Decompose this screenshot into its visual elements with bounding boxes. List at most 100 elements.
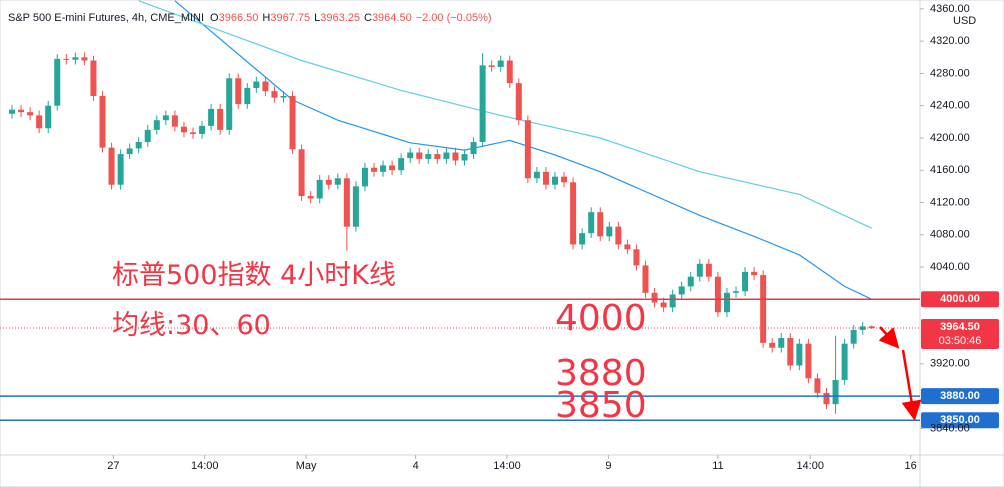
candle-body — [787, 338, 794, 366]
candle-body — [497, 60, 504, 67]
candle-body — [542, 171, 549, 185]
arrow — [901, 349, 922, 421]
candle-body — [235, 78, 242, 105]
candle-body — [307, 196, 314, 199]
candle-body — [443, 152, 450, 159]
candle-body — [570, 182, 577, 245]
price-tag-label: 4000.00 — [940, 293, 980, 305]
y-tick-label: 4240.00 — [930, 100, 970, 112]
candle-body — [796, 343, 803, 366]
candle-body — [705, 263, 712, 277]
y-tick-label: 4200.00 — [930, 132, 970, 144]
candle-body — [425, 154, 432, 159]
candle-body — [506, 60, 513, 84]
candle-body — [99, 96, 106, 148]
moving-average — [138, 0, 873, 229]
price-tag — [921, 318, 999, 349]
price-tag-label: 3880.00 — [940, 390, 980, 402]
candle-body — [687, 276, 694, 287]
candle-body — [371, 167, 377, 172]
candle-body — [416, 152, 423, 159]
candle-body — [352, 186, 359, 227]
candle-body — [162, 115, 169, 121]
candle-body — [461, 154, 468, 161]
y-tick-label: 4160.00 — [930, 164, 970, 176]
candle-body — [199, 125, 206, 134]
candle-body — [606, 226, 613, 237]
candle-body — [642, 265, 649, 293]
price-tag-label: 3850.00 — [940, 414, 980, 426]
candle-body — [361, 167, 368, 187]
candle-body — [733, 291, 739, 293]
candle-body — [533, 171, 540, 179]
candle-body — [253, 81, 260, 88]
x-tick-label: 11 — [712, 460, 723, 472]
candle-body — [126, 148, 133, 155]
candle-body — [334, 178, 341, 185]
candle-body — [190, 132, 196, 134]
x-tick-label: 27 — [107, 460, 119, 472]
x-tick-label: 14:00 — [493, 460, 521, 472]
annotation: 3880 — [555, 353, 647, 394]
readout-value: 3966.50 — [219, 12, 259, 24]
candle-body — [72, 57, 79, 60]
candle-body — [751, 271, 758, 276]
candle-body — [180, 126, 187, 133]
candle-body — [868, 326, 875, 328]
candle-body — [380, 165, 387, 172]
candle-body — [624, 244, 631, 250]
candle-body — [515, 83, 522, 121]
readout-value: 3964.50 — [372, 12, 412, 24]
x-tick-label: 16 — [905, 460, 917, 472]
candle-body — [524, 120, 531, 179]
candle-body — [561, 176, 568, 183]
annotation: 均线:30、60 — [112, 310, 271, 341]
candle-body — [343, 178, 350, 227]
candle-body — [108, 147, 115, 185]
overlay: 4000.00 3880.00 3850.00 3964.50 03:50:46 — [0, 291, 999, 429]
candle-body — [678, 286, 685, 295]
candle-body — [760, 275, 767, 343]
candle-body — [859, 326, 866, 330]
candle-body — [579, 233, 586, 245]
candle-body — [769, 342, 776, 348]
candle-body — [90, 60, 97, 97]
readout-change: −2.00 (−0.05%) — [416, 12, 492, 24]
candle-body — [778, 338, 785, 348]
candle-body — [552, 176, 558, 185]
candle-body — [18, 109, 25, 113]
currency: USD — [953, 15, 976, 27]
readout-key: L — [314, 12, 320, 24]
candle-body — [407, 152, 414, 159]
candle-body — [488, 65, 495, 67]
y-tick-label: 4080.00 — [930, 229, 970, 241]
candle-body — [660, 302, 667, 308]
candle-body — [814, 378, 821, 393]
candle-body — [54, 58, 61, 106]
candle-body — [841, 343, 848, 380]
x-tick-label: 14:00 — [796, 460, 824, 472]
readout-key: H — [262, 12, 270, 24]
y-tick-label: 3840.00 — [930, 422, 970, 434]
candle-body — [434, 154, 441, 159]
moving-average — [174, 0, 873, 300]
candle-body — [81, 57, 88, 61]
candle-body — [280, 96, 287, 98]
candle-body — [45, 105, 52, 129]
candle-body — [9, 109, 15, 114]
candle-body — [27, 112, 34, 116]
candle-body — [615, 226, 622, 245]
y-tick-label: 4040.00 — [930, 261, 970, 273]
candle-body — [597, 212, 604, 237]
candle-body — [823, 392, 830, 405]
countdown: 03:50:46 — [939, 335, 982, 347]
y-tick-label: 4120.00 — [930, 196, 970, 208]
candle-body — [850, 329, 857, 344]
y-tick-label: 3920.00 — [930, 358, 970, 370]
candle-body — [651, 292, 658, 303]
candle-body — [244, 87, 251, 105]
candle-body — [696, 263, 703, 277]
